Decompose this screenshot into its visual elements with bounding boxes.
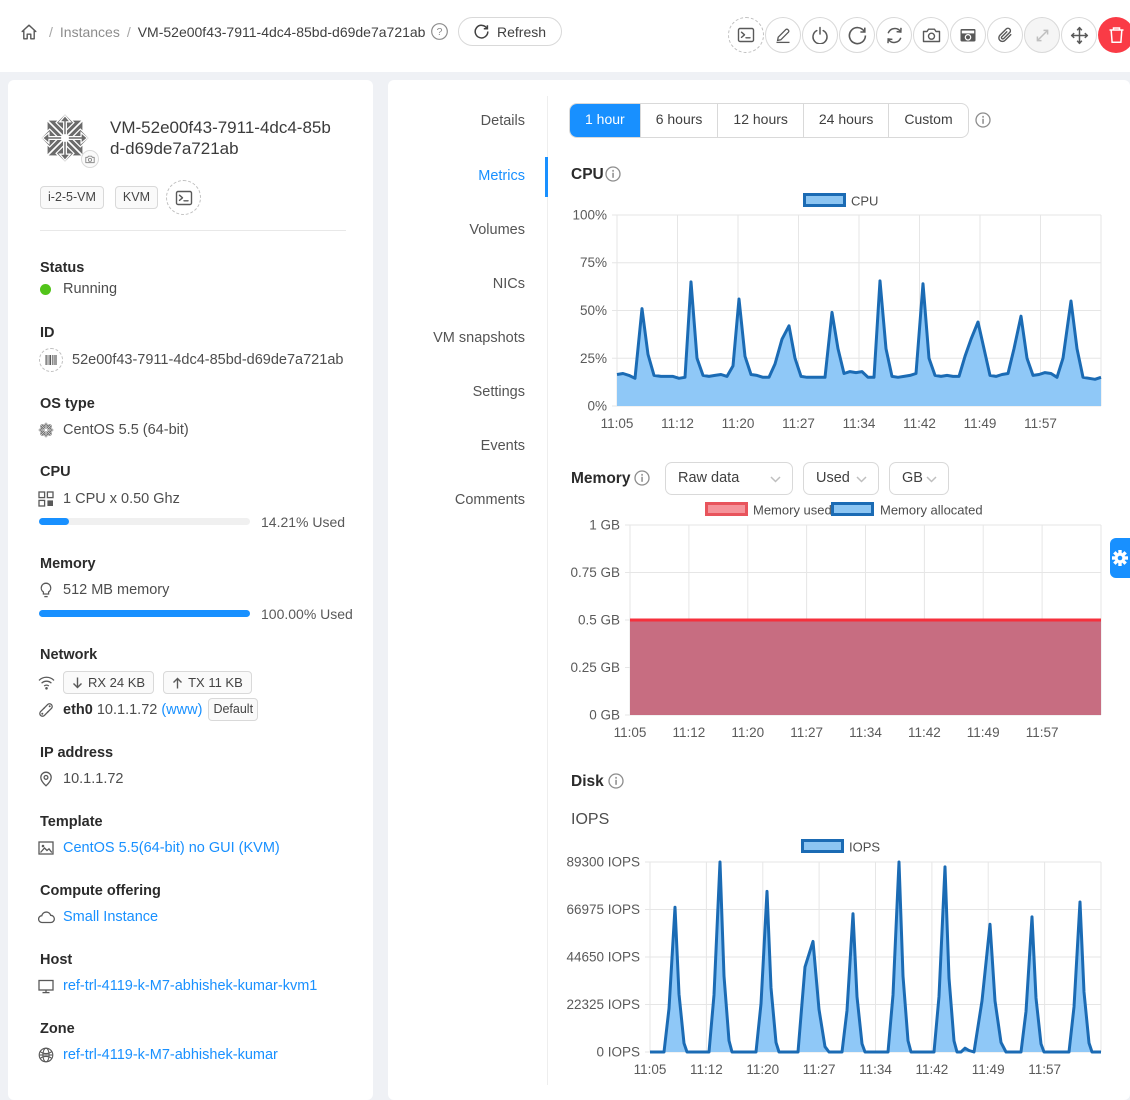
svg-text:22325 IOPS: 22325 IOPS: [566, 997, 640, 1012]
svg-text:0%: 0%: [587, 399, 607, 414]
svg-text:11:49: 11:49: [972, 1062, 1005, 1077]
svg-text:11:49: 11:49: [967, 725, 1000, 740]
svg-text:11:27: 11:27: [803, 1062, 836, 1077]
svg-text:89300 IOPS: 89300 IOPS: [566, 855, 640, 870]
svg-text:11:42: 11:42: [903, 416, 936, 431]
svg-text:66975 IOPS: 66975 IOPS: [566, 902, 640, 917]
svg-text:25%: 25%: [580, 351, 607, 366]
svg-text:0.25 GB: 0.25 GB: [570, 660, 620, 675]
svg-text:11:05: 11:05: [614, 725, 647, 740]
svg-text:11:05: 11:05: [634, 1062, 667, 1077]
svg-text:11:57: 11:57: [1026, 725, 1059, 740]
svg-text:0.75 GB: 0.75 GB: [570, 565, 620, 580]
svg-text:11:49: 11:49: [964, 416, 997, 431]
svg-text:11:34: 11:34: [859, 1062, 892, 1077]
svg-text:11:42: 11:42: [916, 1062, 949, 1077]
svg-text:11:57: 11:57: [1024, 416, 1057, 431]
svg-text:11:57: 11:57: [1028, 1062, 1061, 1077]
svg-text:IOPS: IOPS: [849, 840, 880, 855]
svg-text:11:20: 11:20: [722, 416, 755, 431]
svg-text:11:05: 11:05: [601, 416, 634, 431]
svg-text:100%: 100%: [572, 208, 607, 223]
svg-text:?: ?: [437, 26, 443, 38]
svg-text:11:12: 11:12: [661, 416, 694, 431]
svg-text:11:34: 11:34: [843, 416, 876, 431]
svg-text:11:20: 11:20: [746, 1062, 779, 1077]
svg-text:Memory used: Memory used: [753, 503, 832, 518]
svg-text:0 IOPS: 0 IOPS: [596, 1045, 640, 1060]
svg-text:1 GB: 1 GB: [589, 518, 620, 533]
svg-text:11:12: 11:12: [673, 725, 706, 740]
svg-text:CPU: CPU: [851, 194, 878, 209]
svg-text:11:34: 11:34: [849, 725, 882, 740]
svg-text:Memory allocated: Memory allocated: [880, 503, 983, 518]
svg-text:11:27: 11:27: [790, 725, 823, 740]
svg-text:11:12: 11:12: [690, 1062, 723, 1077]
svg-text:0.5 GB: 0.5 GB: [578, 613, 620, 628]
svg-text:11:27: 11:27: [782, 416, 815, 431]
svg-text:11:20: 11:20: [731, 725, 764, 740]
svg-text:75%: 75%: [580, 255, 607, 270]
svg-text:50%: 50%: [580, 303, 607, 318]
svg-text:44650 IOPS: 44650 IOPS: [566, 950, 640, 965]
svg-text:11:42: 11:42: [908, 725, 941, 740]
svg-text:0 GB: 0 GB: [589, 708, 620, 723]
